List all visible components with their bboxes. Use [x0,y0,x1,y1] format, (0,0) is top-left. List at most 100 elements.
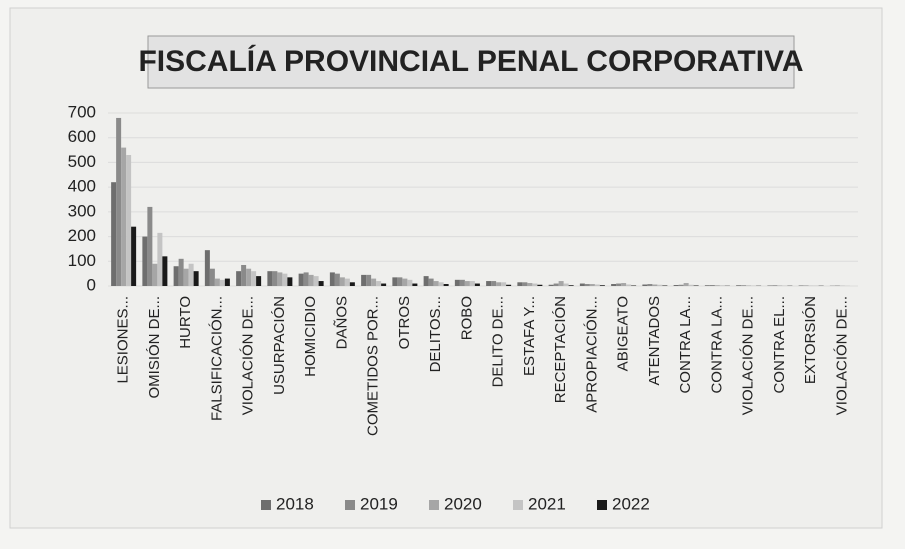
bar [455,280,460,286]
bar [710,285,715,286]
x-tick-label: ATENTADOS [646,296,663,385]
y-tick-label: 600 [68,127,96,146]
x-tick-label: VIOLACIÓN DE... [740,296,757,415]
bar [496,282,501,286]
bar [424,276,429,286]
bar [580,284,585,286]
bar [434,281,439,286]
bar [330,272,335,286]
legend-label: 2021 [528,494,566,513]
bar [689,285,694,286]
x-tick-label: VIOLACIÓN DE... [833,296,850,415]
x-tick-label: ESTAFA Y... [521,296,538,376]
bar [470,281,475,286]
x-tick-label: CONTRA LA... [708,296,725,394]
bar [314,276,319,286]
bar [684,283,689,286]
bar [174,266,179,286]
bar [335,274,340,286]
x-tick-label: DELITOS... [427,296,444,372]
legend-swatch [429,500,439,510]
bar [225,279,230,286]
bar [506,285,511,286]
legend-label: 2018 [276,494,314,513]
bar [236,271,241,286]
bar [772,285,777,286]
bar [590,284,595,286]
bar [595,285,600,286]
legend-label: 2022 [612,494,650,513]
bar [205,250,210,286]
y-tick-label: 400 [68,177,96,196]
bar [184,269,189,286]
bar [189,264,194,286]
bar [585,284,590,286]
bar [475,284,480,286]
bar [517,282,522,286]
x-tick-label: APROPIACIÓN... [583,296,600,413]
bar [152,264,157,286]
bar [309,275,314,286]
bar [241,265,246,286]
bar [287,277,292,286]
bar [736,285,741,286]
bar [611,284,616,286]
legend-swatch [345,500,355,510]
y-tick-label: 0 [87,275,96,294]
legend-label: 2019 [360,494,398,513]
bar [674,285,679,286]
bar [179,259,184,286]
x-tick-label: HURTO [177,296,194,349]
bar [569,285,574,286]
bar [642,285,647,286]
bar [267,271,272,286]
bar [715,285,720,286]
bar [299,274,304,286]
bar [272,271,277,286]
bar [564,284,569,286]
bar [486,281,491,286]
bar [429,279,434,286]
x-tick-label: EXTORSIÓN [802,296,819,384]
bar [647,284,652,286]
bar [361,275,366,286]
bar [277,272,282,286]
x-tick-label: DELITO DE... [490,296,507,387]
bar [392,277,397,286]
x-tick-label: LESIONES... [115,296,132,384]
bar [559,281,564,286]
bar [621,283,626,286]
bar [407,280,412,286]
y-tick-label: 100 [68,251,96,270]
bar [131,227,136,286]
bar [537,285,542,286]
x-tick-label: VIOLACIÓN DE... [240,296,257,415]
y-tick-label: 200 [68,226,96,245]
bar [741,285,746,286]
bar [142,237,147,286]
x-tick-label: COMETIDOS POR... [365,296,382,436]
bar [366,275,371,286]
x-tick-label: RECEPTACIÓN [552,296,569,403]
bar [376,281,381,286]
bar [319,281,324,286]
x-tick-label: ROBO [458,296,475,340]
bar [465,281,470,286]
bar [157,233,162,286]
x-tick-label: ABIGEATO [615,296,632,371]
x-tick-label: FALSIFICACIÓN... [208,296,225,421]
bar [256,276,261,286]
bar [246,269,251,286]
bar [210,269,215,286]
bar [657,285,662,286]
bar [626,285,631,286]
bar [116,118,121,286]
bar [522,282,527,286]
bar [705,285,710,286]
bar [126,155,131,286]
bar [439,282,444,286]
legend-label: 2020 [444,494,482,513]
bar [549,285,554,286]
